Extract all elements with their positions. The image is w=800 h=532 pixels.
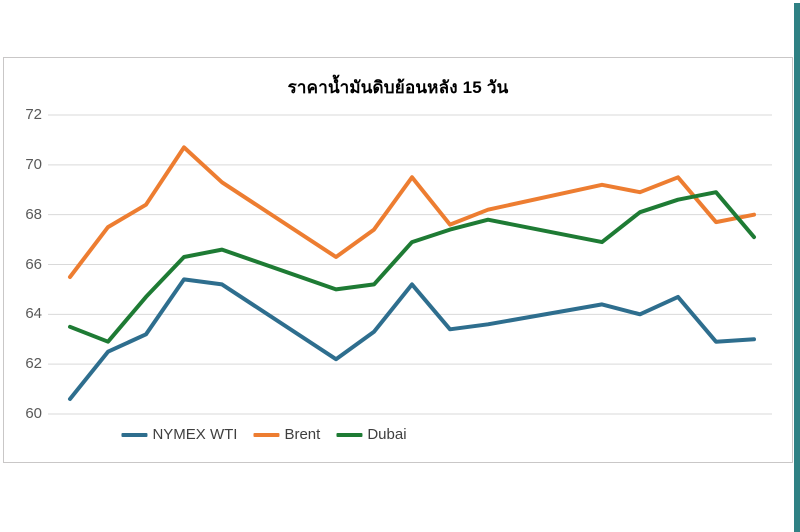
series-line-brent	[68, 145, 756, 279]
series-line-dubai	[68, 190, 756, 344]
y-axis-tick-label: 64	[25, 305, 42, 323]
legend-swatch	[336, 432, 363, 437]
legend-item-nymex-wti: NYMEX WTI	[121, 426, 237, 443]
legend-label: NYMEX WTI	[152, 426, 238, 443]
legend-swatch	[253, 432, 280, 437]
legend-swatch	[121, 432, 148, 437]
y-axis-tick-label: 70	[25, 155, 42, 173]
legend: NYMEX WTI Brent Dubai	[121, 426, 407, 443]
legend-label: Dubai	[367, 426, 407, 443]
legend-item-brent: Brent	[253, 426, 320, 443]
series-line-nymex-wti	[68, 277, 756, 401]
accent-strip	[794, 3, 800, 532]
chart-title: ราคาน้ำมันดิบย้อนหลัง 15 วัน	[287, 78, 509, 97]
y-axis-tick-label: 72	[25, 106, 42, 123]
y-axis-tick-label: 68	[25, 205, 42, 223]
y-axis-tick-label: 62	[25, 355, 42, 373]
y-axis-tick-label: 60	[25, 405, 42, 422]
y-axis-tick-label: 66	[25, 255, 42, 273]
oil-price-chart[interactable]: ราคาน้ำมันดิบย้อนหลัง 15 วัน 72 70 68 66 64 6…	[3, 57, 793, 463]
plot-area	[48, 114, 772, 415]
legend-item-dubai: Dubai	[336, 426, 407, 443]
legend-label: Brent	[284, 426, 321, 443]
